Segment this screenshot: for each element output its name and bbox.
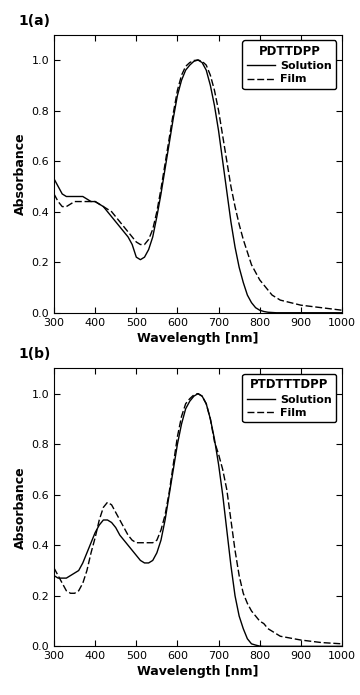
Solution (340, 309, 344, 317)
Solution (196, 389, 200, 398)
Solution (52, 571, 56, 580)
Film (229, 182, 233, 190)
Solution (77, 193, 81, 201)
Film (175, 86, 180, 95)
Film (340, 639, 344, 648)
Solution (113, 218, 118, 226)
Text: 1(b): 1(b) (18, 348, 50, 361)
Line: Film: Film (54, 60, 342, 310)
Solution (89, 539, 93, 547)
Film (196, 56, 200, 64)
Film (175, 432, 180, 441)
Film (340, 306, 344, 314)
Solution (262, 642, 266, 651)
Solution (229, 562, 233, 570)
Solution (89, 197, 93, 206)
Solution (52, 174, 56, 183)
Film (77, 587, 81, 595)
Line: Film: Film (54, 393, 342, 644)
Film (89, 548, 93, 557)
Film (52, 564, 56, 572)
Film (60, 202, 64, 211)
Solution (340, 642, 344, 651)
Y-axis label: Absorbance: Absorbance (14, 133, 27, 215)
Film (52, 190, 56, 198)
Solution (229, 218, 233, 226)
Legend: Solution, Film: Solution, Film (243, 374, 337, 423)
Text: 1(a): 1(a) (18, 14, 50, 28)
Legend: Solution, Film: Solution, Film (243, 40, 337, 89)
Solution (175, 440, 180, 448)
Film (113, 508, 118, 516)
Film (229, 516, 233, 524)
Film (60, 579, 64, 587)
Film (196, 389, 200, 398)
Line: Solution: Solution (54, 60, 342, 313)
Solution (113, 523, 118, 532)
Film (77, 197, 81, 206)
Solution (60, 190, 64, 198)
Solution (60, 574, 64, 582)
X-axis label: Wavelength [nm]: Wavelength [nm] (137, 332, 259, 345)
Solution (274, 309, 278, 317)
Film (89, 197, 93, 206)
Line: Solution: Solution (54, 393, 342, 646)
Solution (175, 91, 180, 99)
X-axis label: Wavelength [nm]: Wavelength [nm] (137, 665, 259, 678)
Solution (196, 56, 200, 64)
Y-axis label: Absorbance: Absorbance (14, 466, 27, 548)
Solution (77, 566, 81, 575)
Film (113, 213, 118, 221)
